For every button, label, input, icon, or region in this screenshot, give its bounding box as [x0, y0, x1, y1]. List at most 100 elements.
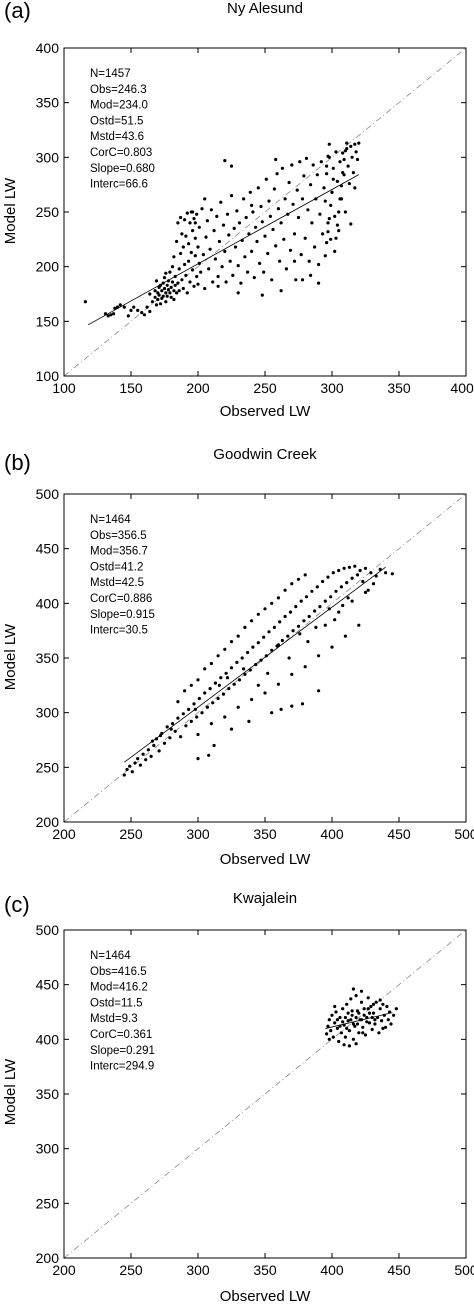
panel-c-point-72	[327, 1037, 331, 1041]
panel-a-point-60	[181, 245, 185, 249]
panel-a-point-42	[169, 285, 173, 289]
panel-b-point-141	[256, 683, 260, 687]
panel-b-point-40	[229, 666, 234, 670]
panel-a-point-61	[181, 286, 185, 291]
panel-b-xlabel: Observed LW	[220, 851, 311, 868]
panel-c-point-79	[366, 1007, 370, 1011]
panel-b-point-122	[250, 697, 254, 702]
panel-a-point-165	[304, 156, 309, 160]
panel-c-point-12	[341, 1007, 345, 1011]
panel-b-point-151	[341, 603, 345, 608]
panel-b-point-8	[144, 758, 148, 762]
panel-a-point-62	[183, 218, 187, 222]
panel-a-point-147	[280, 166, 284, 170]
panel-c-point-69	[359, 989, 364, 993]
panel-a-point-180	[325, 172, 329, 176]
panel-a-point-143	[275, 172, 279, 176]
panel-a-point-225	[349, 222, 353, 226]
panel-a-point-163	[302, 174, 306, 178]
panel-c-point-67	[347, 1044, 351, 1048]
panel-a-point-109	[229, 194, 234, 198]
panel-b-point-86	[353, 564, 357, 568]
panel-b-point-148	[363, 590, 368, 595]
panel-a-point-18	[153, 295, 157, 299]
panel-a-stat-7: Interc=66.6	[90, 179, 148, 191]
panel-c-point-19	[350, 1013, 354, 1017]
panel-b-stat-4: Mstd=42.5	[90, 577, 144, 589]
panel-a-point-108	[228, 259, 232, 263]
panel-c-point-35	[371, 1011, 376, 1015]
panel-b-point-20	[176, 716, 180, 720]
panel-c-point-61	[362, 1013, 366, 1017]
panel-a-point-97	[213, 257, 217, 261]
panel-b-point-89	[361, 579, 365, 584]
panel-a-point-40	[168, 291, 172, 295]
panel-b-point-58	[278, 620, 282, 624]
panel-a-point-126	[252, 276, 256, 280]
panel-a-point-130	[258, 261, 262, 265]
panel-c-point-1	[326, 1024, 330, 1028]
panel-a-point-204	[357, 141, 361, 145]
panel-a-ylabel: Model LW	[2, 177, 19, 244]
panel-b-point-108	[243, 625, 247, 630]
panel-b-ytick-label-1: 250	[36, 759, 60, 775]
panel-b-plot-frame	[63, 493, 467, 823]
panel-a-point-3	[109, 313, 113, 317]
panel-a-point-121	[246, 270, 250, 274]
panel-a-xtick-label-6: 4000	[450, 380, 474, 396]
panel-b-point-18	[170, 722, 175, 726]
panel-a-point-159	[296, 215, 301, 220]
panel-b-point-96	[384, 571, 388, 575]
panel-b-point-156	[242, 667, 246, 671]
panel-b-ytick-label-2: 300	[36, 705, 60, 721]
panel-a-point-66	[185, 211, 189, 215]
panel-b-point-11	[152, 743, 156, 748]
panel-b-point-59	[280, 638, 284, 643]
panel-a-point-8	[122, 305, 126, 309]
panel-b-xtick-label-5: 450	[387, 826, 411, 842]
panel-b-point-15	[162, 741, 167, 745]
panel-b-point-88	[358, 568, 362, 573]
panel-c-identity-line	[63, 929, 467, 1259]
panel-a-point-146	[279, 221, 283, 225]
panel-a-point-196	[346, 164, 350, 168]
panel-a-point-82	[196, 245, 200, 249]
panel-a-point-9	[126, 314, 130, 318]
panel-a-point-90	[204, 235, 208, 239]
panel-a-xtick-label-5: 350	[387, 380, 411, 396]
panel-c-ytick-label-3: 350	[36, 1086, 60, 1102]
panel-a-point-200	[351, 171, 355, 175]
panel-b-point-23	[184, 724, 188, 728]
panel-a-point-10	[129, 308, 133, 312]
panel-a-point-176	[319, 160, 323, 164]
panel-a-point-158	[295, 188, 299, 192]
panel-a-point-187	[334, 150, 338, 154]
panel-a-point-85	[197, 225, 201, 229]
panel-c-point-62	[365, 1020, 369, 1024]
panel-b-point-52	[262, 635, 266, 639]
panel-b-point-157	[225, 676, 230, 680]
panel-b-point-46	[246, 650, 250, 655]
panel-b: (b) Goodwin Creek Model LW Observed LW 2…	[2, 446, 474, 868]
panel-b-point-36	[219, 676, 223, 680]
panel-c-point-17	[347, 1029, 351, 1033]
panel-a-point-131	[259, 204, 263, 209]
panel-a-point-137	[267, 199, 271, 203]
panel-a-point-164	[303, 236, 307, 240]
panel-a-stat-0: N=1457	[90, 68, 131, 80]
panel-b-point-7	[141, 752, 145, 756]
panel-b-xtick-label-2: 300	[186, 826, 210, 842]
panel-a-point-51	[175, 239, 179, 244]
panel-a-point-104	[223, 249, 227, 253]
panel-a-point-232	[274, 157, 278, 162]
panel-a-point-72	[189, 250, 193, 255]
panel-b-point-110	[256, 612, 260, 616]
panel-b-point-147	[350, 599, 354, 603]
panel-a-point-23	[156, 297, 160, 302]
panel-b-identity-line	[63, 493, 467, 823]
panel-a-point-96	[212, 229, 216, 233]
panel-a-stat-3: Ostd=51.5	[90, 115, 143, 127]
panel-c-xlabel: Observed LW	[220, 1288, 311, 1305]
panel-c-point-41	[380, 1019, 384, 1023]
panel-b-point-4	[133, 761, 137, 765]
